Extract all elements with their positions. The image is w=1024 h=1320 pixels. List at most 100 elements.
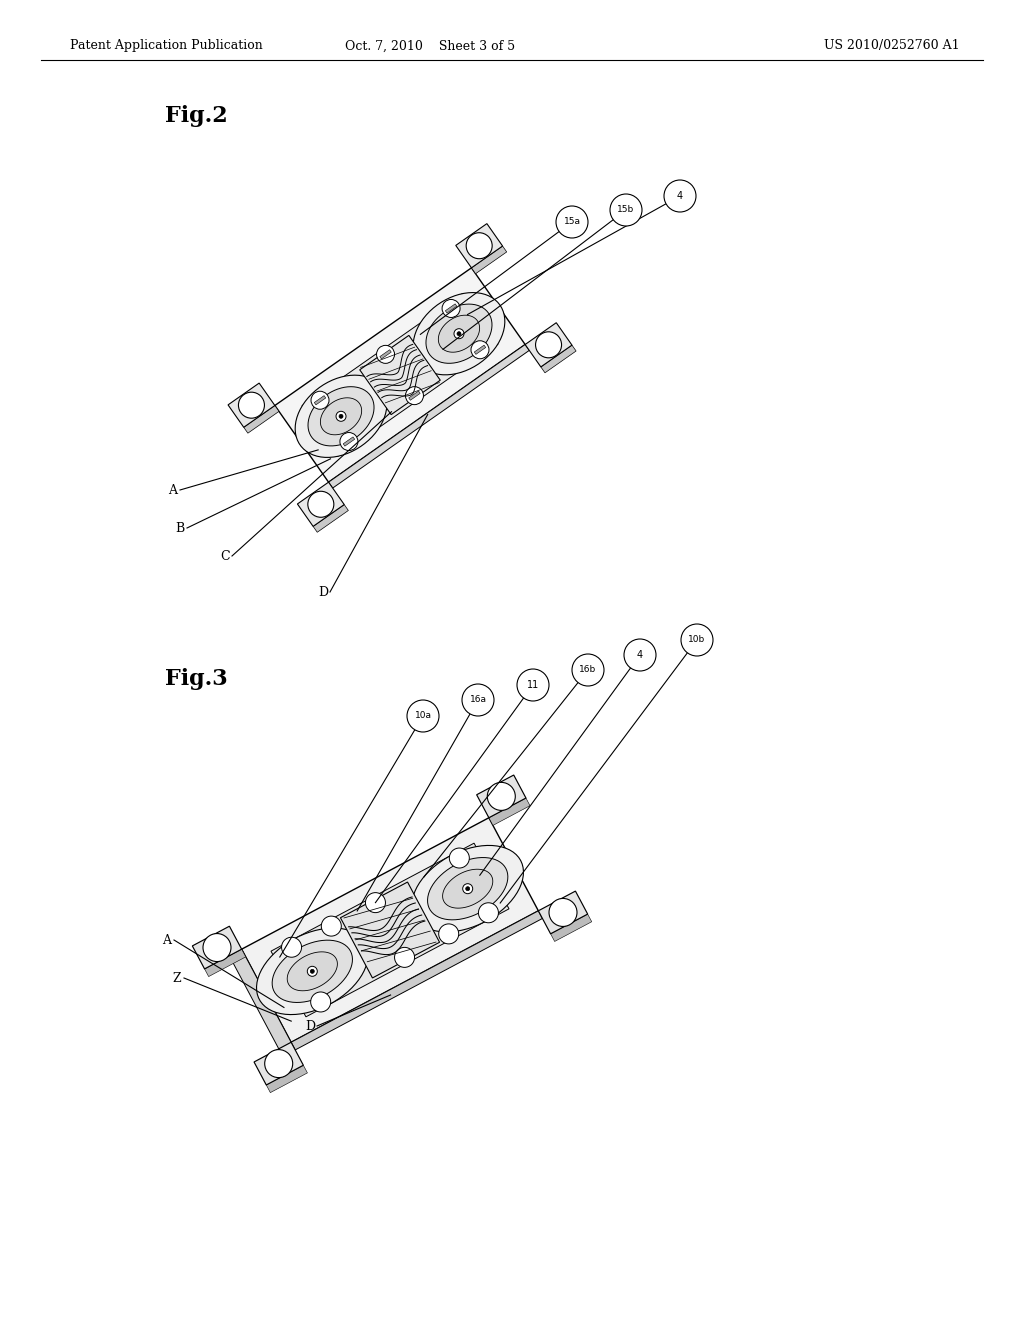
Polygon shape xyxy=(257,928,368,1015)
Polygon shape xyxy=(266,1065,307,1093)
Polygon shape xyxy=(409,391,420,400)
Text: Oct. 7, 2010    Sheet 3 of 5: Oct. 7, 2010 Sheet 3 of 5 xyxy=(345,40,515,53)
Polygon shape xyxy=(193,927,242,969)
Polygon shape xyxy=(551,913,592,941)
Circle shape xyxy=(203,933,231,961)
Polygon shape xyxy=(295,375,387,458)
Text: 10b: 10b xyxy=(688,635,706,644)
Polygon shape xyxy=(413,293,505,375)
Polygon shape xyxy=(274,268,525,482)
Circle shape xyxy=(336,412,346,421)
Circle shape xyxy=(457,331,461,335)
Text: 10a: 10a xyxy=(415,711,431,721)
Circle shape xyxy=(442,300,460,318)
Text: A: A xyxy=(168,483,177,496)
Circle shape xyxy=(517,669,549,701)
Polygon shape xyxy=(359,335,440,414)
Polygon shape xyxy=(428,858,508,920)
Polygon shape xyxy=(329,345,529,488)
Circle shape xyxy=(572,653,604,686)
Circle shape xyxy=(310,991,331,1012)
Circle shape xyxy=(322,916,341,936)
Text: US 2010/0252760 A1: US 2010/0252760 A1 xyxy=(824,40,961,53)
Text: D: D xyxy=(318,586,328,598)
Circle shape xyxy=(624,639,656,671)
Polygon shape xyxy=(205,949,246,977)
Circle shape xyxy=(478,903,499,923)
Circle shape xyxy=(454,329,464,339)
Circle shape xyxy=(610,194,642,226)
Text: 11: 11 xyxy=(527,680,539,690)
Polygon shape xyxy=(456,223,503,268)
Polygon shape xyxy=(291,911,543,1049)
Text: B: B xyxy=(175,521,184,535)
Polygon shape xyxy=(525,322,572,367)
Circle shape xyxy=(239,392,264,418)
Polygon shape xyxy=(445,304,457,313)
Text: Fig.3: Fig.3 xyxy=(165,668,227,690)
Polygon shape xyxy=(244,405,279,433)
Text: 16a: 16a xyxy=(469,696,486,705)
Polygon shape xyxy=(476,775,526,818)
Text: D: D xyxy=(305,1019,315,1032)
Circle shape xyxy=(310,969,314,973)
Polygon shape xyxy=(471,246,507,273)
Circle shape xyxy=(307,966,317,977)
Polygon shape xyxy=(302,293,498,457)
Text: A: A xyxy=(162,933,171,946)
Circle shape xyxy=(536,331,561,358)
Polygon shape xyxy=(242,818,539,1043)
Text: 16b: 16b xyxy=(580,665,597,675)
Polygon shape xyxy=(308,387,374,446)
Text: C: C xyxy=(220,549,229,562)
Circle shape xyxy=(466,887,470,891)
Text: Z: Z xyxy=(172,972,180,985)
Polygon shape xyxy=(442,870,493,908)
Polygon shape xyxy=(539,891,588,933)
Circle shape xyxy=(462,684,494,715)
Circle shape xyxy=(340,433,358,450)
Circle shape xyxy=(264,1049,293,1077)
Polygon shape xyxy=(272,940,352,1002)
Polygon shape xyxy=(228,383,274,428)
Polygon shape xyxy=(488,799,530,825)
Polygon shape xyxy=(297,482,344,527)
Polygon shape xyxy=(314,396,326,405)
Circle shape xyxy=(311,391,329,409)
Polygon shape xyxy=(254,1043,303,1085)
Circle shape xyxy=(308,491,334,517)
Polygon shape xyxy=(412,845,523,932)
Circle shape xyxy=(463,883,473,894)
Circle shape xyxy=(407,700,439,733)
Circle shape xyxy=(394,948,415,968)
Circle shape xyxy=(406,387,424,405)
Circle shape xyxy=(377,346,394,363)
Polygon shape xyxy=(426,304,492,363)
Polygon shape xyxy=(229,949,291,1056)
Circle shape xyxy=(556,206,588,238)
Polygon shape xyxy=(287,952,337,991)
Circle shape xyxy=(339,414,343,418)
Polygon shape xyxy=(343,437,354,446)
Polygon shape xyxy=(313,504,348,532)
Polygon shape xyxy=(438,315,479,352)
Circle shape xyxy=(664,180,696,213)
Circle shape xyxy=(549,899,577,927)
Polygon shape xyxy=(321,397,361,434)
Text: Patent Application Publication: Patent Application Publication xyxy=(70,40,263,53)
Polygon shape xyxy=(340,882,439,978)
Text: Fig.2: Fig.2 xyxy=(165,106,227,127)
Text: 15b: 15b xyxy=(617,206,635,214)
Text: 4: 4 xyxy=(677,191,683,201)
Polygon shape xyxy=(271,843,509,1016)
Circle shape xyxy=(466,232,493,259)
Polygon shape xyxy=(541,345,577,372)
Circle shape xyxy=(681,624,713,656)
Circle shape xyxy=(282,937,301,957)
Circle shape xyxy=(366,892,385,912)
Circle shape xyxy=(487,783,515,810)
Circle shape xyxy=(471,341,489,359)
Text: 15a: 15a xyxy=(563,218,581,227)
Circle shape xyxy=(450,847,469,869)
Polygon shape xyxy=(380,350,391,359)
